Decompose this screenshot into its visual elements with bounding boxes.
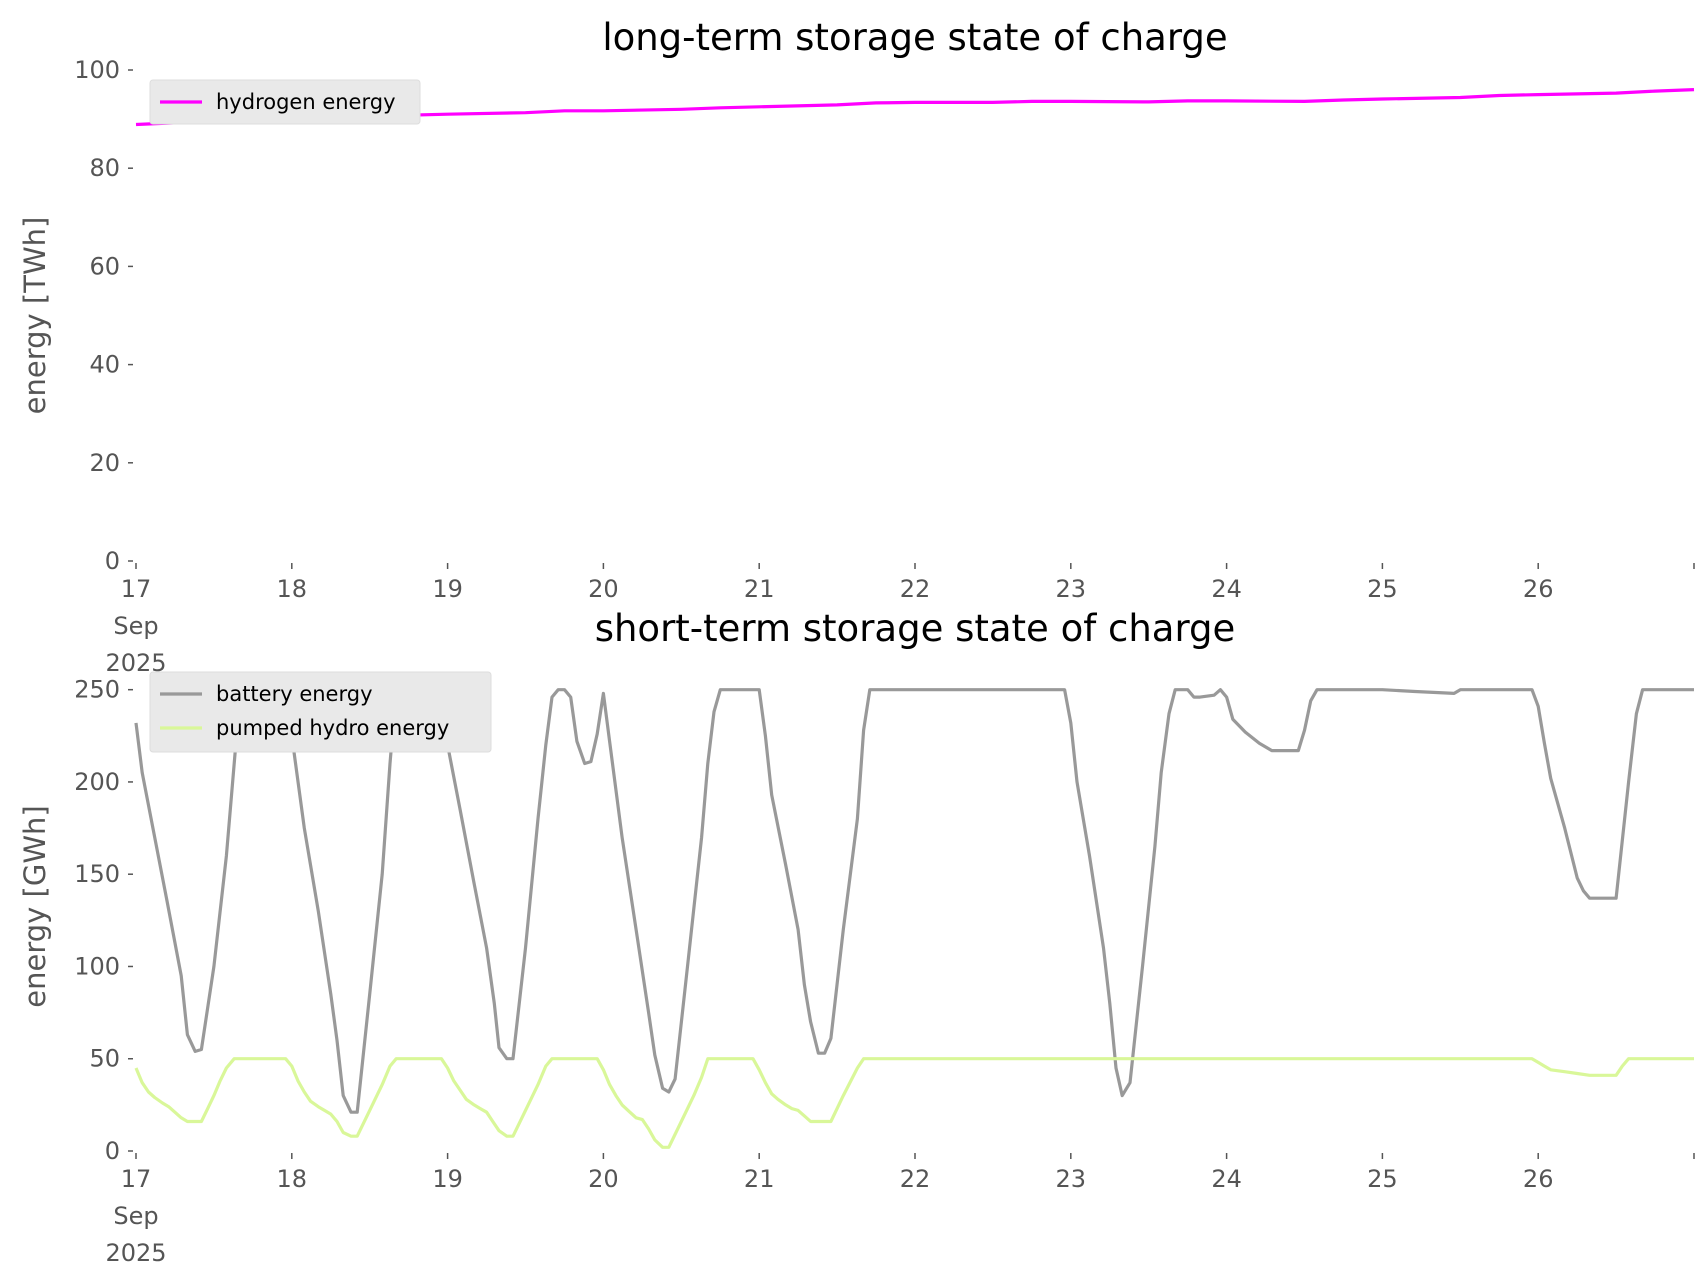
- legend-label: pumped hydro energy: [216, 716, 449, 740]
- legend-label: hydrogen energy: [216, 90, 396, 114]
- long-term-storage-panel: long-term storage state of charge energy …: [18, 16, 1695, 677]
- chart-title: long-term storage state of charge: [602, 16, 1227, 59]
- y-tick-label: 80: [89, 154, 120, 182]
- x-tick-label: 26: [1523, 1165, 1554, 1193]
- x-tick-label: 24: [1211, 1165, 1242, 1193]
- y-tick-label: 100: [74, 56, 120, 84]
- x-tick-label: 17: [121, 1165, 152, 1193]
- x-tick-label: 25: [1367, 1165, 1398, 1193]
- y-tick-label: 150: [74, 860, 120, 888]
- y-tick-label: 40: [89, 351, 120, 379]
- x-tick-label: 2025: [105, 1239, 166, 1267]
- x-tick-label: 18: [277, 575, 308, 603]
- legend: hydrogen energy: [149, 79, 421, 125]
- y-tick-label: 20: [89, 449, 120, 477]
- legend: battery energy pumped hydro energy: [149, 671, 492, 753]
- y-tick-label: 0: [105, 547, 120, 575]
- legend-box: [149, 79, 421, 125]
- x-tick-label: 25: [1367, 575, 1398, 603]
- y-tick-label: 250: [74, 676, 120, 704]
- x-tick-label: 19: [432, 1165, 463, 1193]
- x-tick-label: Sep: [113, 1202, 158, 1230]
- series-line-hydrogen-energy: [135, 88, 1695, 127]
- x-tick-label: 20: [588, 1165, 619, 1193]
- x-tick-label: 24: [1211, 575, 1242, 603]
- x-tick-label: 22: [900, 1165, 931, 1193]
- x-tick-label: 21: [744, 1165, 775, 1193]
- y-tick-label: 200: [74, 768, 120, 796]
- y-axis-label: energy [TWh]: [18, 217, 52, 415]
- y-tick-label: 0: [105, 1137, 120, 1165]
- legend-box: [149, 671, 492, 753]
- x-tick-label: 23: [1056, 575, 1087, 603]
- chart-title: short-term storage state of charge: [595, 607, 1236, 650]
- y-axis-label: energy [GWh]: [18, 805, 52, 1007]
- x-tick-label: Sep: [113, 612, 158, 640]
- series-line-pumped-hydro-energy: [134, 1057, 1694, 1149]
- x-tick-label: 18: [277, 1165, 308, 1193]
- x-tick-label: 20: [588, 575, 619, 603]
- legend-label: battery energy: [216, 682, 373, 706]
- x-tick-label: 22: [900, 575, 931, 603]
- y-tick-label: 50: [89, 1045, 120, 1073]
- y-tick-label: 60: [89, 252, 120, 280]
- short-term-storage-panel: short-term storage state of charge energy…: [18, 607, 1695, 1267]
- x-tick-label: 17: [121, 575, 152, 603]
- x-tick-label: 26: [1523, 575, 1554, 603]
- series-line-battery-energy: [134, 688, 1694, 1114]
- x-tick-label: 23: [1056, 1165, 1087, 1193]
- x-tick-label: 19: [432, 575, 463, 603]
- x-tick-label: 21: [744, 575, 775, 603]
- y-tick-label: 100: [74, 952, 120, 980]
